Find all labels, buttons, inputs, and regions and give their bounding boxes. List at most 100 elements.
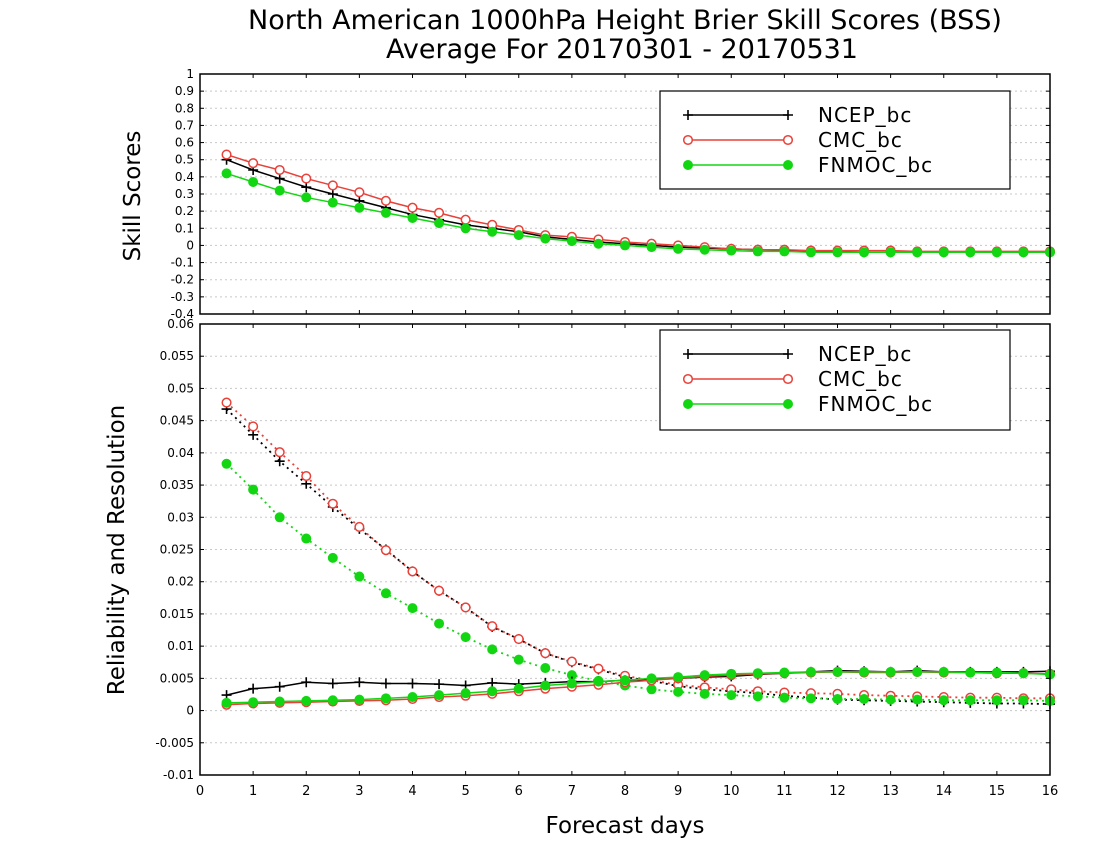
fnmoc-bc-reliability-point	[487, 644, 498, 655]
fnmoc-bc-reliability-point	[699, 688, 710, 699]
skill-ytick-label: 0.5	[175, 153, 194, 167]
ncep-bc-resolution-point	[301, 677, 312, 688]
skill-ytick-label: 0.2	[175, 204, 194, 218]
legend-swatch-marker	[783, 398, 794, 409]
fnmoc-bc-point	[354, 202, 365, 213]
skill-ytick-label: 0.1	[175, 221, 194, 235]
cmc-bc-reliability-point	[407, 566, 418, 577]
fnmoc-bc-resolution-point	[620, 675, 631, 686]
fnmoc-bc-point	[248, 176, 259, 187]
reliability-ytick-label: -0.005	[155, 736, 194, 750]
ncep-bc-resolution-point	[407, 678, 418, 689]
fnmoc-bc-point	[779, 246, 790, 257]
skill-ytick-label: -0.2	[171, 273, 194, 287]
skill-ytick-label: 0.8	[175, 101, 194, 115]
fnmoc-bc-reliability-point	[301, 533, 312, 544]
fnmoc-bc-resolution-point	[699, 670, 710, 681]
reliability-ytick-label: 0.025	[160, 543, 194, 557]
fnmoc-bc-reliability-point	[912, 694, 923, 705]
fnmoc-bc-resolution-point	[991, 667, 1002, 678]
cmc-bc-reliability-point	[274, 447, 285, 458]
xtick-label: 6	[515, 784, 523, 799]
fnmoc-bc-resolution-point	[938, 666, 949, 677]
fnmoc-bc-resolution-point	[673, 672, 684, 683]
legend-label: FNMOC_bc	[818, 153, 933, 177]
fnmoc-bc-reliability-point	[460, 632, 471, 643]
cmc-bc-reliability-point	[513, 634, 524, 645]
fnmoc-bc-point	[938, 247, 949, 258]
fnmoc-bc-point	[646, 242, 657, 253]
fnmoc-bc-point	[752, 246, 763, 257]
fnmoc-bc-point	[540, 233, 551, 244]
fnmoc-bc-resolution-point	[407, 692, 418, 703]
ncep-bc-resolution-point	[327, 678, 338, 689]
fnmoc-bc-point	[301, 192, 312, 203]
legend-label: NCEP_bc	[818, 103, 912, 127]
xtick-label: 4	[408, 784, 416, 799]
ncep-bc-resolution-point	[487, 677, 498, 688]
cmc-bc-reliability-point	[221, 397, 232, 408]
fnmoc-bc-resolution-point	[965, 667, 976, 678]
fnmoc-bc-point	[1018, 247, 1029, 258]
xtick-label: 9	[674, 784, 682, 799]
reliability-ytick-label: 0.03	[167, 510, 194, 524]
legend-label: CMC_bc	[818, 128, 903, 152]
reliability-legend-entry-cmc-bc: CMC_bc	[682, 367, 902, 391]
fnmoc-bc-reliability-series	[221, 458, 1056, 706]
skill-ytick-label: -0.1	[171, 256, 194, 270]
cmc-bc-reliability-point	[434, 585, 445, 596]
fnmoc-bc-resolution-point	[885, 666, 896, 677]
fnmoc-bc-resolution-point	[327, 695, 338, 706]
fnmoc-bc-resolution-point	[248, 697, 259, 708]
fnmoc-bc-resolution-point	[912, 666, 923, 677]
fnmoc-bc-reliability-point	[513, 654, 524, 665]
fnmoc-bc-resolution-point	[301, 695, 312, 706]
ncep-bc-point	[274, 173, 285, 184]
fnmoc-bc-point	[885, 247, 896, 258]
fnmoc-bc-resolution-point	[380, 693, 391, 704]
cmc-bc-point	[221, 149, 232, 160]
fnmoc-bc-resolution-point	[566, 678, 577, 689]
fnmoc-bc-reliability-point	[938, 695, 949, 706]
cmc-bc-point	[248, 158, 259, 169]
fnmoc-bc-resolution-point	[434, 690, 445, 701]
xtick-label: 13	[882, 784, 899, 799]
cmc-bc-reliability-point	[593, 663, 604, 674]
fnmoc-bc-resolution-point	[460, 688, 471, 699]
ncep-bc-reliability-point	[274, 456, 285, 467]
cmc-bc-reliability-point	[354, 521, 365, 533]
fnmoc-bc-resolution-point	[487, 686, 498, 697]
fnmoc-bc-reliability-point	[248, 484, 259, 495]
fnmoc-bc-reliability-point	[646, 684, 657, 695]
cmc-bc-reliability-point	[540, 648, 551, 659]
skill-ytick-label: 1	[186, 67, 194, 81]
reliability-resolution-panel: -0.01 -0.005 0 0.005 0.01 0.015 0.02 0.025 0.03 0…	[104, 317, 1058, 799]
fnmoc-bc-resolution-point	[593, 676, 604, 687]
fnmoc-bc-resolution-point	[646, 673, 657, 684]
cmc-bc-point	[354, 187, 365, 198]
fnmoc-bc-reliability-point	[965, 695, 976, 706]
xtick-label: 12	[829, 784, 846, 799]
fnmoc-bc-reliability-point	[832, 693, 843, 704]
fnmoc-bc-point	[912, 247, 923, 258]
fnmoc-bc-reliability-point	[354, 571, 365, 582]
legend-swatch-marker	[683, 110, 693, 120]
cmc-bc-resolution-series	[221, 666, 1056, 710]
xtick-label: 14	[935, 784, 952, 799]
fnmoc-bc-point	[566, 236, 577, 247]
cmc-bc-reliability-series	[221, 397, 1056, 704]
reliability-y-axis-label: Reliability and Resolution	[104, 405, 130, 695]
fnmoc-bc-resolution-point	[805, 666, 816, 677]
fnmoc-bc-point	[991, 247, 1002, 258]
fnmoc-bc-point	[805, 247, 816, 258]
cmc-bc-point	[407, 202, 418, 213]
fnmoc-bc-resolution-point	[274, 696, 285, 707]
fnmoc-bc-reliability-line	[225, 463, 1051, 702]
fnmoc-bc-reliability-point	[540, 663, 551, 674]
fnmoc-bc-point	[699, 244, 710, 255]
xtick-label: 15	[989, 784, 1006, 799]
chart-subtitle: Average For 20170301 - 20170531	[386, 34, 858, 65]
fnmoc-bc-reliability-point	[407, 603, 418, 614]
legend-swatch-marker	[783, 110, 793, 120]
legend-swatch-marker	[782, 134, 794, 146]
